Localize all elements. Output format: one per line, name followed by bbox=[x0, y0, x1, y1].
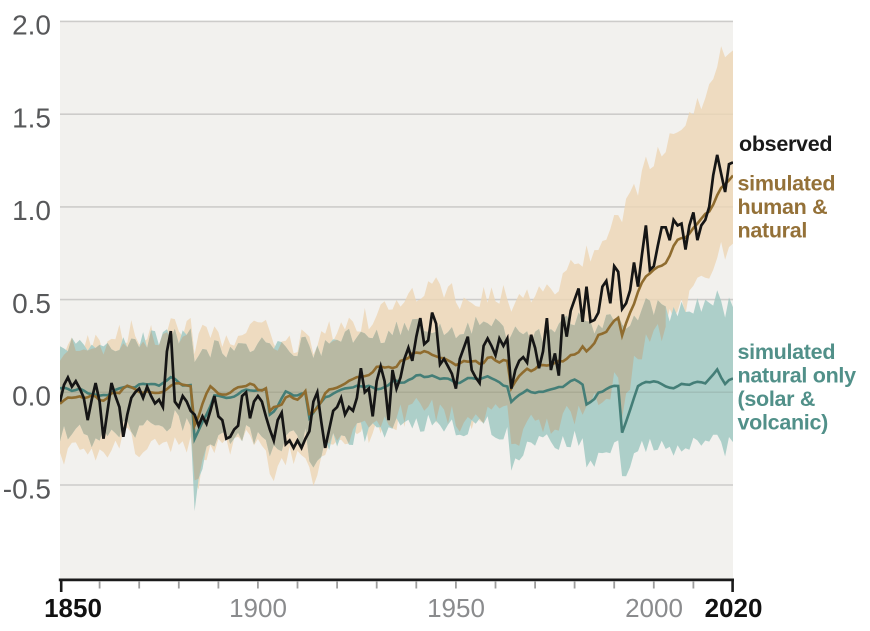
svg-text:2.0: 2.0 bbox=[12, 10, 51, 41]
svg-text:0.0: 0.0 bbox=[12, 381, 51, 412]
svg-text:(solar &: (solar & bbox=[738, 387, 816, 411]
svg-text:1.0: 1.0 bbox=[12, 195, 51, 226]
svg-text:1950: 1950 bbox=[427, 593, 485, 623]
svg-text:human &: human & bbox=[738, 195, 828, 219]
svg-text:1.5: 1.5 bbox=[12, 103, 51, 134]
svg-text:0.5: 0.5 bbox=[12, 288, 51, 319]
svg-text:-0.5: -0.5 bbox=[3, 473, 51, 504]
svg-text:1900: 1900 bbox=[229, 593, 287, 623]
svg-text:2020: 2020 bbox=[705, 593, 763, 623]
svg-text:2000: 2000 bbox=[625, 593, 683, 623]
svg-text:simulated: simulated bbox=[738, 172, 836, 196]
svg-text:observed: observed bbox=[739, 132, 832, 156]
svg-text:natural only: natural only bbox=[738, 364, 857, 388]
svg-text:natural: natural bbox=[738, 219, 808, 243]
svg-text:1850: 1850 bbox=[44, 593, 102, 623]
svg-text:volcanic): volcanic) bbox=[738, 411, 829, 435]
svg-text:simulated: simulated bbox=[738, 340, 836, 364]
